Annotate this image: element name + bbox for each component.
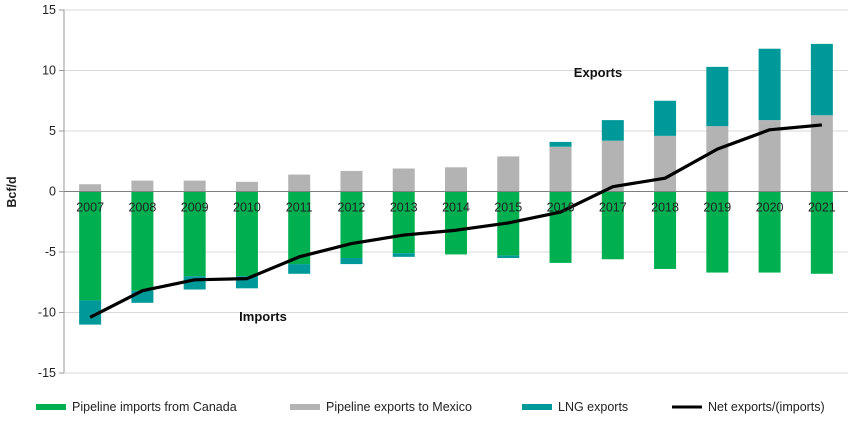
legend-swatch	[36, 404, 66, 410]
bar-pipeline-exports-mexico	[445, 167, 467, 192]
bar-lng	[288, 264, 311, 274]
legend-label: Net exports/(imports)	[708, 400, 825, 414]
bar-pipeline-exports-mexico	[810, 115, 833, 192]
bar-pipeline-exports-mexico	[235, 181, 258, 192]
bars	[64, 43, 848, 325]
x-tick-label: 2016	[547, 201, 575, 215]
bar-pipeline-exports-mexico	[340, 170, 363, 192]
y-tick-label: 10	[42, 64, 56, 78]
legend-label: Pipeline imports from Canada	[72, 400, 237, 414]
y-tick-label: 0	[49, 185, 56, 199]
x-tick-label: 2011	[286, 201, 313, 215]
bar-pipeline-exports-mexico	[288, 174, 311, 192]
bar-pipeline-imports-canada	[758, 191, 781, 273]
bar-pipeline-exports-mexico	[654, 135, 677, 192]
legend: Pipeline imports from Canada Pipeline exp…	[36, 400, 825, 414]
bar-pipeline-imports-canada	[445, 191, 467, 255]
x-axis-ticks: 2007 2008 2009 2010 2011 2012 2013 2014 2015 2016…	[76, 201, 836, 215]
x-tick-label: 2014	[442, 201, 470, 215]
x-tick-label: 2009	[181, 201, 209, 215]
bar-lng	[654, 100, 677, 136]
annotation-imports: Imports	[239, 309, 287, 324]
bar-pipeline-imports-canada	[706, 191, 729, 273]
legend-swatch	[522, 404, 552, 410]
net-exports-line	[89, 123, 823, 319]
bar-pipeline-imports-canada	[601, 191, 624, 260]
bar-pipeline-exports-mexico	[706, 126, 729, 192]
x-tick-label: 2015	[494, 201, 522, 215]
y-tick-label: -15	[38, 366, 56, 380]
y-tick-label: -5	[45, 245, 56, 259]
bar-lng	[601, 120, 624, 141]
bar-pipeline-imports-canada	[235, 191, 258, 277]
annotation-exports: Exports	[574, 65, 622, 80]
x-tick-label: 2012	[338, 201, 366, 215]
bar-pipeline-exports-mexico	[497, 156, 520, 192]
bar-pipeline-exports-mexico	[758, 120, 781, 192]
bar-pipeline-exports-mexico	[601, 140, 624, 192]
y-axis-label: Bcf/d	[5, 176, 19, 207]
bar-pipeline-imports-canada	[392, 191, 415, 254]
x-tick-label: 2018	[651, 201, 679, 215]
bar-lng	[706, 66, 729, 127]
bar-pipeline-imports-canada	[183, 191, 206, 277]
net-line	[89, 123, 823, 319]
bar-lng	[758, 48, 781, 121]
bar-lng	[131, 290, 154, 303]
x-tick-label: 2013	[390, 201, 418, 215]
bar-lng	[549, 141, 572, 147]
bar-pipeline-exports-mexico	[392, 168, 415, 192]
bar-pipeline-exports-mexico	[131, 180, 154, 192]
x-tick-label: 2010	[233, 201, 261, 215]
y-tick-label: 5	[49, 124, 56, 138]
legend-label: Pipeline exports to Mexico	[326, 400, 472, 414]
x-tick-label: 2008	[128, 201, 156, 215]
bar-lng	[810, 43, 833, 116]
bar-lng	[392, 253, 415, 257]
bar-pipeline-imports-canada	[654, 191, 677, 269]
legend-swatch	[290, 404, 320, 410]
bar-pipeline-exports-mexico	[183, 180, 206, 192]
bar-lng	[340, 258, 363, 265]
x-tick-label: 2020	[756, 201, 784, 215]
bar-pipeline-imports-canada	[810, 191, 833, 274]
bar-pipeline-imports-canada	[79, 191, 102, 301]
y-tick-label: -10	[38, 306, 56, 320]
x-tick-label: 2019	[703, 201, 731, 215]
x-tick-label: 2021	[808, 201, 836, 215]
bar-pipeline-exports-mexico	[79, 184, 102, 192]
y-axis-ticks: 15 10 5 0 -5 -10 -15	[38, 3, 56, 380]
bar-lng	[79, 300, 102, 325]
bar-pipeline-imports-canada	[131, 191, 154, 291]
y-tick-label: 15	[42, 3, 56, 17]
bar-lng	[497, 255, 520, 259]
bar-pipeline-exports-mexico	[549, 146, 572, 192]
bar-pipeline-imports-canada	[288, 191, 311, 265]
x-tick-label: 2017	[599, 201, 627, 215]
x-tick-label: 2007	[76, 201, 104, 215]
legend-label: LNG exports	[558, 400, 628, 414]
